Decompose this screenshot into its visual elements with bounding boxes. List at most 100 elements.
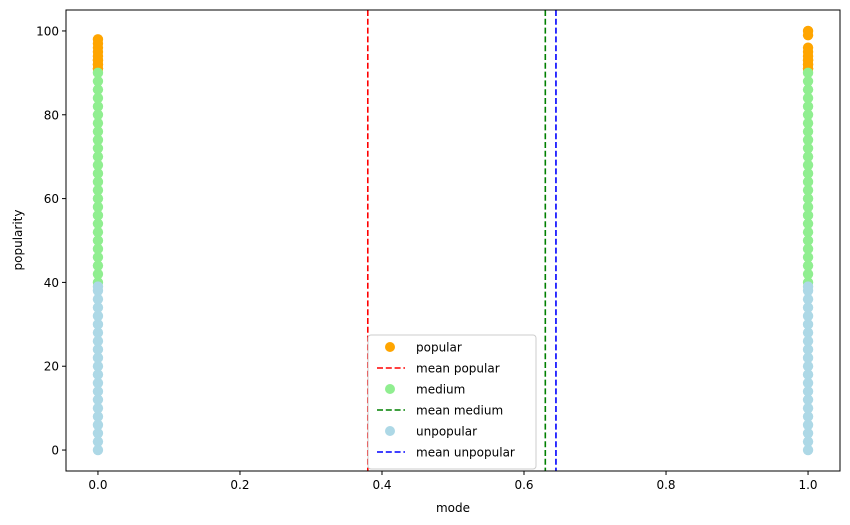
- point-unpopular: [802, 310, 814, 322]
- data-points: [92, 25, 814, 456]
- point-unpopular: [92, 361, 104, 372]
- x-axis-ticks: 0.0 0.2 0.4 0.6 0.8 1.0: [88, 471, 818, 492]
- point-medium: [802, 134, 814, 146]
- y-tick-label: 100: [36, 24, 59, 38]
- point-unpopular: [92, 281, 104, 292]
- point-popular: [92, 55, 104, 66]
- point-unpopular: [92, 302, 104, 313]
- point-unpopular: [802, 319, 814, 330]
- point-medium: [802, 67, 814, 79]
- x-axis-label: mode: [436, 501, 470, 515]
- legend-label: mean unpopular: [416, 446, 515, 460]
- point-medium: [92, 201, 104, 213]
- point-medium: [802, 252, 814, 263]
- point-medium: [92, 159, 104, 171]
- legend-box: [367, 334, 537, 470]
- x-tick-label: 0.2: [230, 478, 249, 492]
- point-popular: [802, 42, 814, 53]
- point-medium: [802, 101, 814, 112]
- point-medium: [802, 201, 814, 213]
- point-medium: [92, 168, 104, 179]
- point-medium: [92, 226, 104, 238]
- point-medium: [92, 252, 104, 263]
- point-medium: [92, 67, 104, 79]
- point-unpopular: [92, 319, 104, 330]
- point-medium: [802, 143, 814, 154]
- point-unpopular: [92, 369, 104, 380]
- point-unpopular: [802, 419, 814, 431]
- point-medium: [802, 92, 814, 104]
- point-medium: [802, 210, 814, 221]
- point-medium: [802, 126, 814, 137]
- point-medium: [802, 159, 814, 171]
- y-axis-label: popularity: [11, 210, 25, 271]
- point-unpopular: [802, 352, 814, 364]
- point-unpopular: [92, 419, 104, 431]
- point-medium: [92, 185, 104, 196]
- point-popular: [92, 34, 104, 45]
- y-tick-label: 0: [51, 444, 59, 458]
- y-tick-label: 20: [44, 360, 59, 374]
- point-medium: [802, 243, 814, 255]
- point-unpopular: [92, 293, 104, 305]
- point-medium: [92, 235, 104, 246]
- point-medium: [802, 76, 814, 87]
- point-unpopular: [92, 327, 104, 338]
- point-medium: [802, 151, 814, 162]
- point-medium: [92, 176, 104, 188]
- point-unpopular: [802, 411, 814, 422]
- point-medium: [802, 226, 814, 238]
- point-medium: [92, 243, 104, 255]
- legend-label: medium: [416, 383, 465, 397]
- point-unpopular: [802, 428, 814, 439]
- point-popular: [802, 25, 814, 37]
- point-unpopular: [802, 444, 814, 456]
- point-medium: [92, 193, 104, 204]
- point-medium: [92, 101, 104, 112]
- point-unpopular: [802, 361, 814, 372]
- point-medium: [92, 151, 104, 162]
- x-tick-label: 1.0: [798, 478, 817, 492]
- x-tick-label: 0.0: [88, 478, 107, 492]
- legend-marker: [385, 342, 395, 352]
- legend-marker: [385, 426, 395, 436]
- point-medium: [802, 84, 814, 95]
- point-unpopular: [802, 369, 814, 380]
- point-medium: [92, 210, 104, 221]
- point-medium: [92, 117, 104, 129]
- y-tick-label: 40: [44, 276, 59, 290]
- point-medium: [802, 185, 814, 196]
- point-unpopular: [92, 352, 104, 364]
- point-unpopular: [92, 444, 104, 456]
- y-axis-ticks: 0 20 40 60 80 100: [36, 24, 66, 458]
- point-unpopular: [92, 411, 104, 422]
- point-unpopular: [802, 335, 814, 347]
- point-unpopular: [92, 344, 104, 355]
- point-unpopular: [802, 402, 814, 414]
- point-medium: [802, 193, 814, 204]
- point-medium: [92, 134, 104, 146]
- point-unpopular: [92, 310, 104, 322]
- legend-label: unpopular: [416, 425, 477, 439]
- point-unpopular: [92, 335, 104, 347]
- point-unpopular: [92, 428, 104, 439]
- point-medium: [92, 260, 104, 271]
- x-tick-label: 0.6: [514, 478, 533, 492]
- point-medium: [92, 268, 104, 280]
- point-unpopular: [802, 386, 814, 397]
- legend-label: popular: [416, 341, 462, 355]
- x-tick-label: 0.4: [372, 478, 391, 492]
- y-tick-label: 80: [44, 108, 59, 122]
- point-medium: [802, 168, 814, 179]
- point-unpopular: [802, 327, 814, 338]
- point-unpopular: [92, 377, 104, 389]
- plot-frame: [65, 9, 841, 472]
- point-unpopular: [802, 436, 814, 447]
- point-unpopular: [802, 293, 814, 305]
- point-medium: [802, 218, 814, 229]
- point-medium: [92, 84, 104, 95]
- y-tick-label: 60: [44, 192, 59, 206]
- point-medium: [92, 218, 104, 229]
- point-medium: [92, 126, 104, 137]
